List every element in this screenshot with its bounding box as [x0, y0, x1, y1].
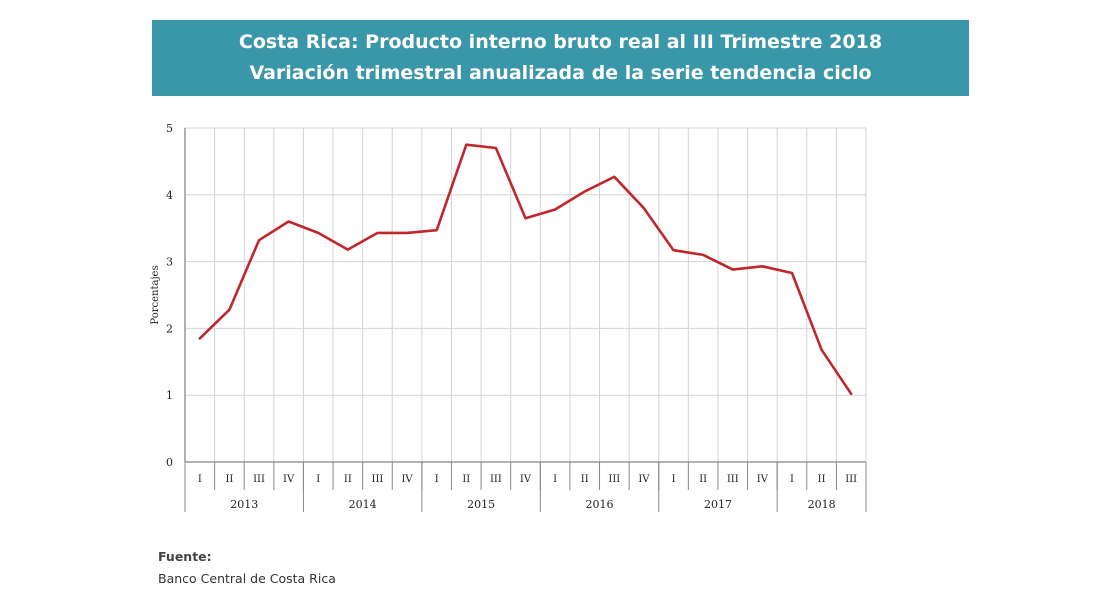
- quarter-tick-label: III: [727, 474, 739, 485]
- quarter-tick-label: IV: [638, 474, 650, 485]
- year-label: 2014: [349, 498, 377, 511]
- quarter-tick-label: II: [581, 474, 589, 485]
- series-line: [198, 143, 853, 396]
- quarter-tick-label: II: [699, 474, 707, 485]
- year-label: 2018: [808, 498, 836, 511]
- quarter-tick-label: II: [344, 474, 352, 485]
- quarter-tick-label: II: [462, 474, 470, 485]
- quarter-tick-label: IV: [520, 474, 532, 485]
- quarter-tick-label: I: [435, 474, 439, 485]
- quarter-tick-label: I: [316, 474, 320, 485]
- quarter-tick-label: IV: [283, 474, 295, 485]
- source-text: Banco Central de Costa Rica: [158, 571, 336, 586]
- chart-subtitle: Variación trimestral anualizada de la se…: [249, 62, 872, 84]
- quarter-tick-label: I: [553, 474, 557, 485]
- year-label: 2015: [467, 498, 495, 511]
- quarter-tick-label: I: [198, 474, 202, 485]
- year-label: 2017: [704, 498, 732, 511]
- chart-title: Costa Rica: Producto interno bruto real …: [238, 31, 883, 53]
- y-tick-label: 2: [166, 322, 173, 335]
- y-axis-label: Porcentajes: [150, 265, 161, 324]
- quarter-tick-label: IV: [401, 474, 413, 485]
- quarter-tick-label: I: [790, 474, 794, 485]
- year-label: 2016: [586, 498, 614, 511]
- quarter-tick-label: II: [818, 474, 826, 485]
- source-label: Fuente:: [158, 549, 212, 564]
- quarter-tick-label: I: [672, 474, 676, 485]
- quarter-tick-label: IV: [757, 474, 769, 485]
- source-note: Fuente: Banco Central de Costa Rica: [158, 546, 336, 590]
- quarter-tick-label: III: [372, 474, 384, 485]
- y-tick-label: 1: [166, 389, 173, 402]
- y-tick-label: 5: [166, 122, 173, 135]
- quarter-tick-label: II: [225, 474, 233, 485]
- y-tick-label: 3: [166, 256, 173, 269]
- quarter-tick-label: III: [845, 474, 857, 485]
- y-tick-label: 0: [166, 456, 173, 469]
- y-tick-label: 4: [166, 189, 173, 202]
- quarter-tick-label: III: [490, 474, 502, 485]
- quarter-tick-label: III: [253, 474, 265, 485]
- chart-title-banner: Costa Rica: Producto interno bruto real …: [152, 20, 969, 96]
- year-label: 2013: [230, 498, 258, 511]
- quarter-tick-label: III: [608, 474, 620, 485]
